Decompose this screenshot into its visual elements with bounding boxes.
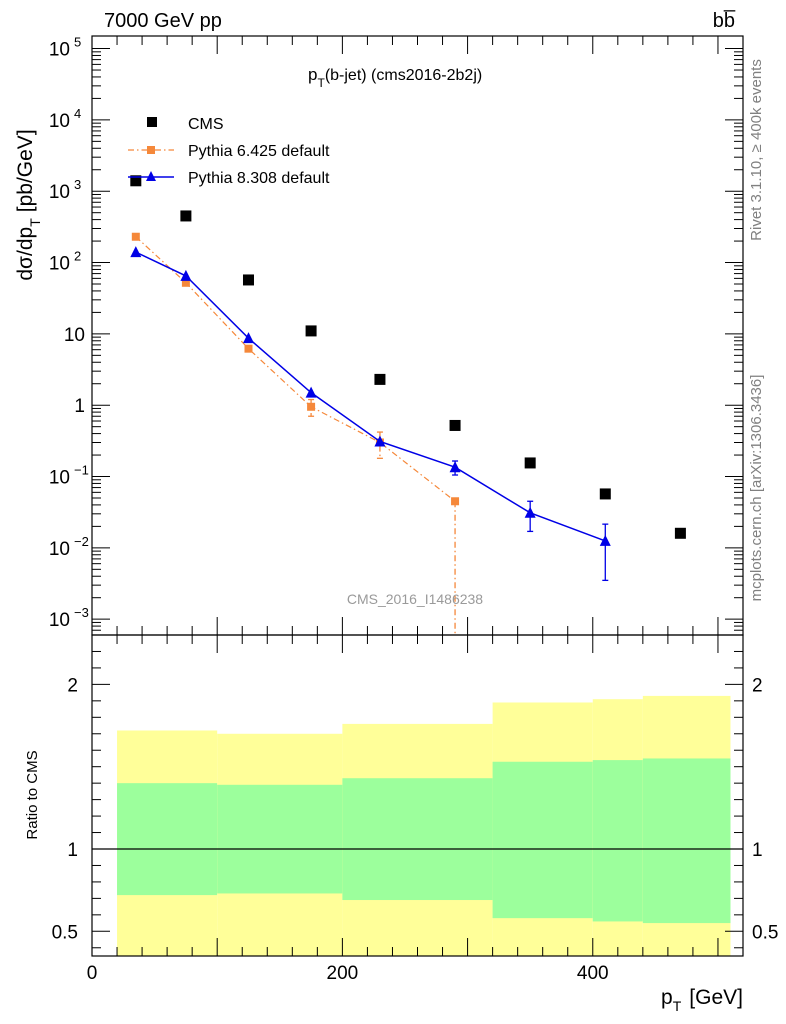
ratio-y-tick-label-right: 0.5 xyxy=(752,922,778,943)
legend: CMS Pythia 6.425 default Pythia 8.308 de… xyxy=(128,116,330,187)
data-point-pythia8 xyxy=(305,386,317,398)
data-point-pythia6 xyxy=(181,278,190,287)
legend-marker-cms xyxy=(147,117,157,127)
series-line-pythia8 xyxy=(135,251,606,542)
ratio-band-inner xyxy=(642,758,731,924)
data-point-cms xyxy=(674,527,686,539)
data-point-pythia8 xyxy=(524,506,536,518)
ratio-band-inner xyxy=(342,778,493,901)
ratio-y-label: Ratio to CMS xyxy=(24,750,41,839)
legend-label-cms: CMS xyxy=(188,116,224,133)
main-y-label-unit: [pb/GeV] xyxy=(14,129,37,212)
data-point-cms xyxy=(374,373,386,385)
ratio-band-inner xyxy=(492,761,593,919)
x-axis-label-unit: [GeV] xyxy=(689,986,743,1009)
data-point-pythia8 xyxy=(374,435,386,447)
ratio-band-inner xyxy=(117,783,218,896)
y-tick-label: 10 5 xyxy=(49,35,81,61)
main-y-label-main: dσ/dp xyxy=(14,227,37,281)
y-tick-label: 10 −3 xyxy=(49,605,89,631)
plot-title-sub: T xyxy=(317,76,325,90)
y-tick-label: 10 2 xyxy=(49,249,81,275)
data-point-pythia6 xyxy=(131,232,140,241)
data-point-cms xyxy=(130,175,142,187)
data-point-cms xyxy=(242,274,254,286)
data-point-cms xyxy=(524,457,536,469)
legend-label-pythia8: Pythia 8.308 default xyxy=(188,170,330,187)
y-tick-label: 10 −1 xyxy=(49,463,89,489)
x-axis-label-main: p xyxy=(661,986,673,1009)
data-point-pythia8 xyxy=(599,534,611,546)
ratio-bands xyxy=(117,695,731,956)
x-axis-label: pT [GeV] xyxy=(661,986,743,1014)
ratio-band-inner xyxy=(592,760,643,922)
series-layer xyxy=(130,175,686,635)
ratio-y-tick-label: 0.5 xyxy=(52,922,78,943)
data-point-cms xyxy=(305,325,317,337)
y-tick-label: 10 xyxy=(64,325,85,346)
x-tick-label: 0 xyxy=(87,963,98,984)
x-tick-label: 400 xyxy=(577,963,609,984)
energy-label: 7000 GeV pp xyxy=(104,10,222,32)
legend-marker-pythia8 xyxy=(146,171,156,181)
legend-marker-pythia6 xyxy=(147,146,155,154)
x-axis-label-sub: T xyxy=(673,998,682,1014)
y-tick-label: 10 4 xyxy=(49,106,81,132)
ratio-y-tick-label-right: 2 xyxy=(752,675,763,696)
process-label: bb̅ xyxy=(713,9,736,32)
y-tick-label: 10 3 xyxy=(49,177,81,203)
data-point-cms xyxy=(449,419,461,431)
data-point-cms xyxy=(180,210,192,222)
ratio-y-tick-label-right: 1 xyxy=(752,840,763,861)
data-point-pythia8 xyxy=(130,246,142,258)
data-point-pythia6 xyxy=(307,402,316,411)
data-point-cms xyxy=(599,488,611,500)
rivet-label: Rivet 3.1.10, ≥ 400k events xyxy=(748,59,765,241)
data-point-pythia8 xyxy=(242,332,254,344)
data-point-pythia8 xyxy=(180,269,192,281)
mcplots-label: mcplots.cern.ch [arXiv:1306.3436] xyxy=(748,375,765,602)
plot-title: pT(b-jet) (cms2016-2b2j) xyxy=(308,65,482,90)
analysis-watermark: CMS_2016_I1486238 xyxy=(347,591,483,607)
ratio-band-inner xyxy=(217,784,343,894)
series-line-pythia6 xyxy=(135,236,456,502)
main-y-label: dσ/dpT [pb/GeV] xyxy=(14,129,43,280)
data-point-pythia8 xyxy=(449,461,461,473)
ratio-axis-ticks: 0 200 400 0.5 0.5 1 1 2 2 xyxy=(52,36,778,984)
y-tick-label: 10 −2 xyxy=(49,534,89,560)
ratio-y-tick-label: 1 xyxy=(67,840,78,861)
data-point-pythia6 xyxy=(451,497,460,506)
x-tick-label: 200 xyxy=(327,963,359,984)
plot-title-rest: (b-jet) (cms2016-2b2j) xyxy=(325,67,482,84)
plot-title-main: p xyxy=(308,65,317,84)
y-tick-label: 1 xyxy=(74,396,85,417)
main-y-label-sub: T xyxy=(27,218,43,227)
legend-label-pythia6: Pythia 6.425 default xyxy=(188,143,330,160)
data-point-pythia6 xyxy=(244,344,253,353)
ratio-y-tick-label: 2 xyxy=(67,675,78,696)
